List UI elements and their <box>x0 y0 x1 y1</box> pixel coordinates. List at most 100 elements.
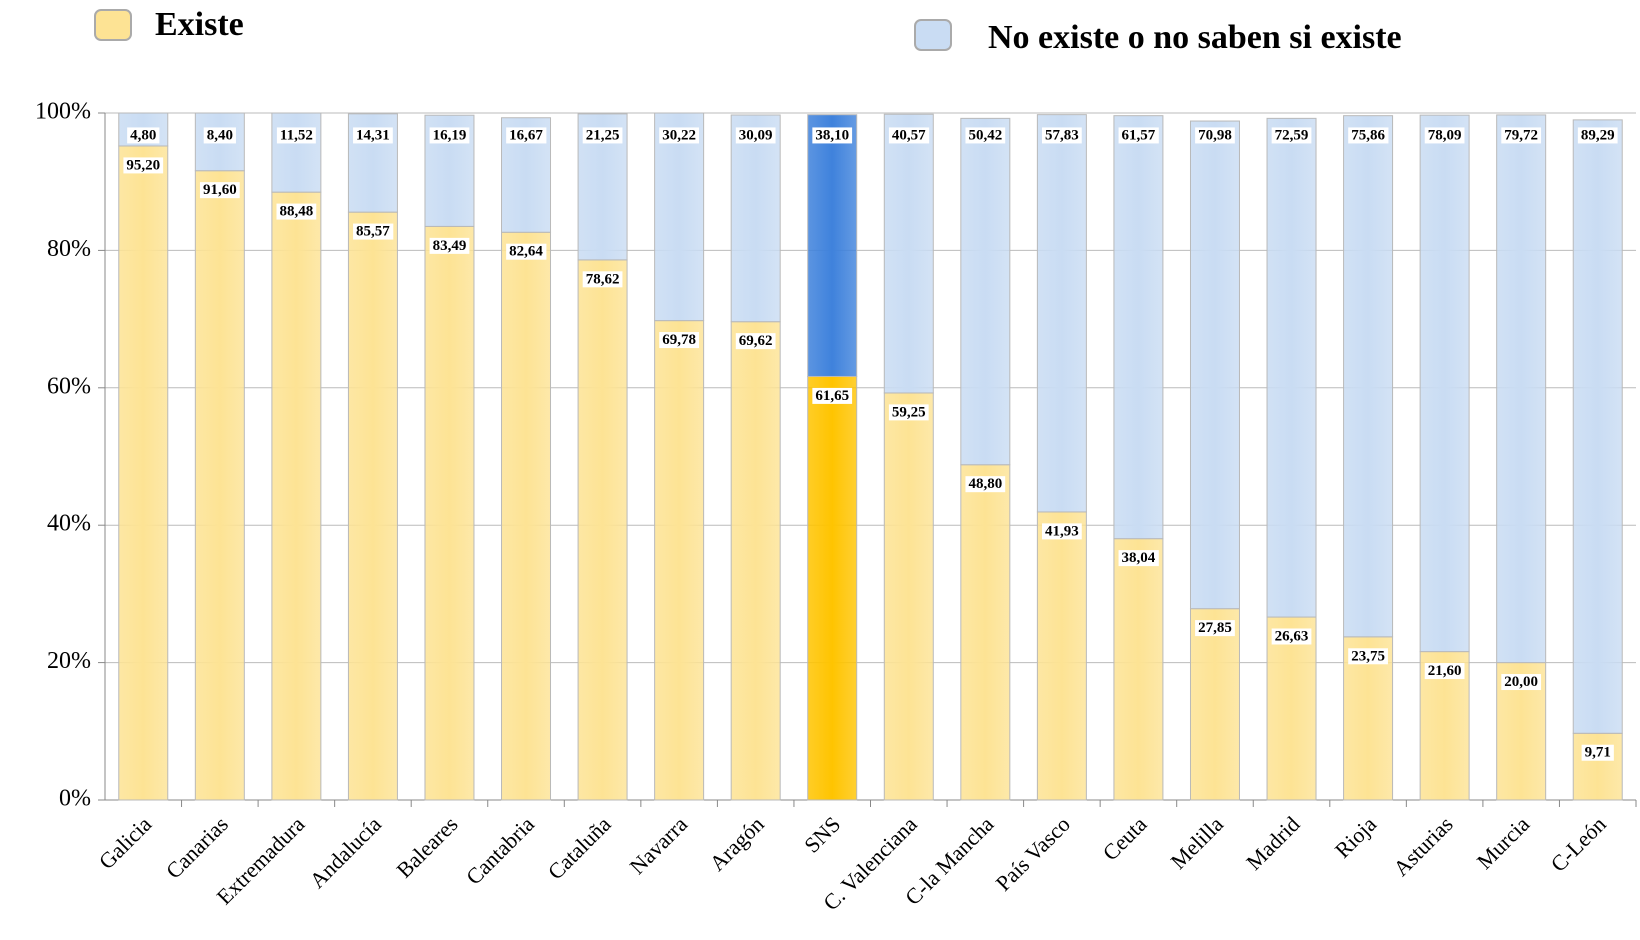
value-label: 21,25 <box>586 127 620 143</box>
value-label-bg <box>506 127 547 144</box>
bar-segment <box>424 225 475 801</box>
y-tick-label: 60% <box>47 373 91 399</box>
value-label-bg <box>1042 127 1082 144</box>
bar-segment <box>730 321 781 801</box>
bar-segment <box>118 145 169 801</box>
value-label: 95,20 <box>126 157 160 173</box>
bar-segment <box>654 320 705 801</box>
value-label: 38,04 <box>1122 550 1156 566</box>
bar-segment <box>194 170 245 801</box>
value-label: 83,49 <box>433 238 467 254</box>
bar-segment <box>960 117 1011 466</box>
value-label: 69,78 <box>662 332 696 348</box>
value-label-bg <box>582 271 623 288</box>
bar-segment <box>271 191 322 801</box>
value-label: 30,09 <box>739 127 773 143</box>
value-label: 69,62 <box>739 333 773 349</box>
value-label: 91,60 <box>203 182 237 198</box>
value-label-bg <box>1501 674 1542 691</box>
value-label-bg <box>735 333 776 350</box>
value-label-bg <box>276 203 317 220</box>
x-tick-label: Murcia <box>1472 811 1535 874</box>
value-label-bg <box>1118 127 1159 144</box>
x-tick-label: Aragón <box>704 811 768 875</box>
bar-segment <box>1419 114 1470 653</box>
legend-label: No existe o no saben si existe <box>988 19 1402 56</box>
legend-swatch <box>94 9 132 41</box>
value-label-bg <box>1424 127 1465 144</box>
value-label: 9,71 <box>1585 745 1611 761</box>
value-label-bg <box>429 127 470 144</box>
y-tick-label: 0% <box>59 786 91 812</box>
value-label: 38,10 <box>815 127 849 143</box>
bar-segment <box>347 211 398 801</box>
bar-segment <box>1343 115 1394 638</box>
value-label-bg <box>1271 127 1312 144</box>
bar-segment <box>807 114 858 377</box>
value-label-bg <box>276 127 316 144</box>
legend-label: Existe <box>155 6 244 43</box>
value-label-bg <box>127 127 160 144</box>
value-label: 59,25 <box>892 404 926 420</box>
bar-segment <box>1572 119 1623 734</box>
value-label: 61,57 <box>1122 127 1156 143</box>
bar-segment <box>1036 511 1087 801</box>
value-label: 85,57 <box>356 224 390 240</box>
bar-segment <box>807 375 858 801</box>
bar-segment <box>501 231 552 801</box>
value-label: 11,52 <box>280 127 313 143</box>
value-label-bg <box>123 157 164 174</box>
value-label: 41,93 <box>1045 523 1079 539</box>
value-label-bg <box>812 127 853 144</box>
value-label-bg <box>199 182 240 199</box>
y-tick-label: 20% <box>47 648 91 674</box>
value-label: 21,60 <box>1428 663 1462 679</box>
x-tick-label: Rioja <box>1330 811 1382 863</box>
value-label: 4,80 <box>130 127 156 143</box>
value-label-bg <box>659 127 699 144</box>
y-tick-label: 100% <box>35 99 91 125</box>
bar-segment <box>1189 608 1240 801</box>
x-tick-label: Baleares <box>391 811 462 882</box>
value-label-bg <box>659 332 699 349</box>
value-label-bg <box>888 404 929 421</box>
value-label-bg <box>1577 127 1618 144</box>
value-label-bg <box>1195 127 1235 144</box>
value-label: 30,22 <box>662 127 696 143</box>
x-tick-label: Navarra <box>624 811 692 879</box>
x-tick-label: Canarias <box>161 811 233 883</box>
legend-swatch <box>914 19 952 51</box>
bar-segment <box>960 464 1011 801</box>
value-label: 70,98 <box>1198 127 1232 143</box>
value-label: 78,09 <box>1428 127 1462 143</box>
value-label: 20,00 <box>1504 674 1538 690</box>
bar-segment <box>654 112 705 322</box>
x-tick-label: Cataluña <box>543 811 616 884</box>
value-label: 75,86 <box>1351 127 1385 143</box>
value-label-bg <box>1348 127 1389 144</box>
value-label-bg <box>1501 127 1542 144</box>
bar-segment <box>577 259 628 801</box>
value-label: 82,64 <box>509 244 543 260</box>
value-label-bg <box>965 476 1006 493</box>
value-label-bg <box>353 223 394 240</box>
bar-segment <box>271 112 322 193</box>
value-label: 57,83 <box>1045 127 1079 143</box>
value-label: 23,75 <box>1351 648 1385 664</box>
bar-segment <box>883 392 934 801</box>
value-label: 61,65 <box>815 388 849 404</box>
value-label: 26,63 <box>1275 628 1309 644</box>
bar-segment <box>1572 732 1623 801</box>
value-label-bg <box>965 127 1006 144</box>
value-label-bg <box>353 127 393 144</box>
value-label: 14,31 <box>356 127 390 143</box>
value-label: 40,57 <box>892 127 926 143</box>
value-label: 78,62 <box>586 271 620 287</box>
value-label: 72,59 <box>1275 127 1309 143</box>
bar-segment <box>730 114 781 323</box>
x-tick-label: Melilla <box>1165 811 1228 874</box>
value-label-bg <box>429 237 470 254</box>
x-tick-label: Ceuta <box>1098 811 1152 865</box>
value-label: 88,48 <box>280 204 314 220</box>
